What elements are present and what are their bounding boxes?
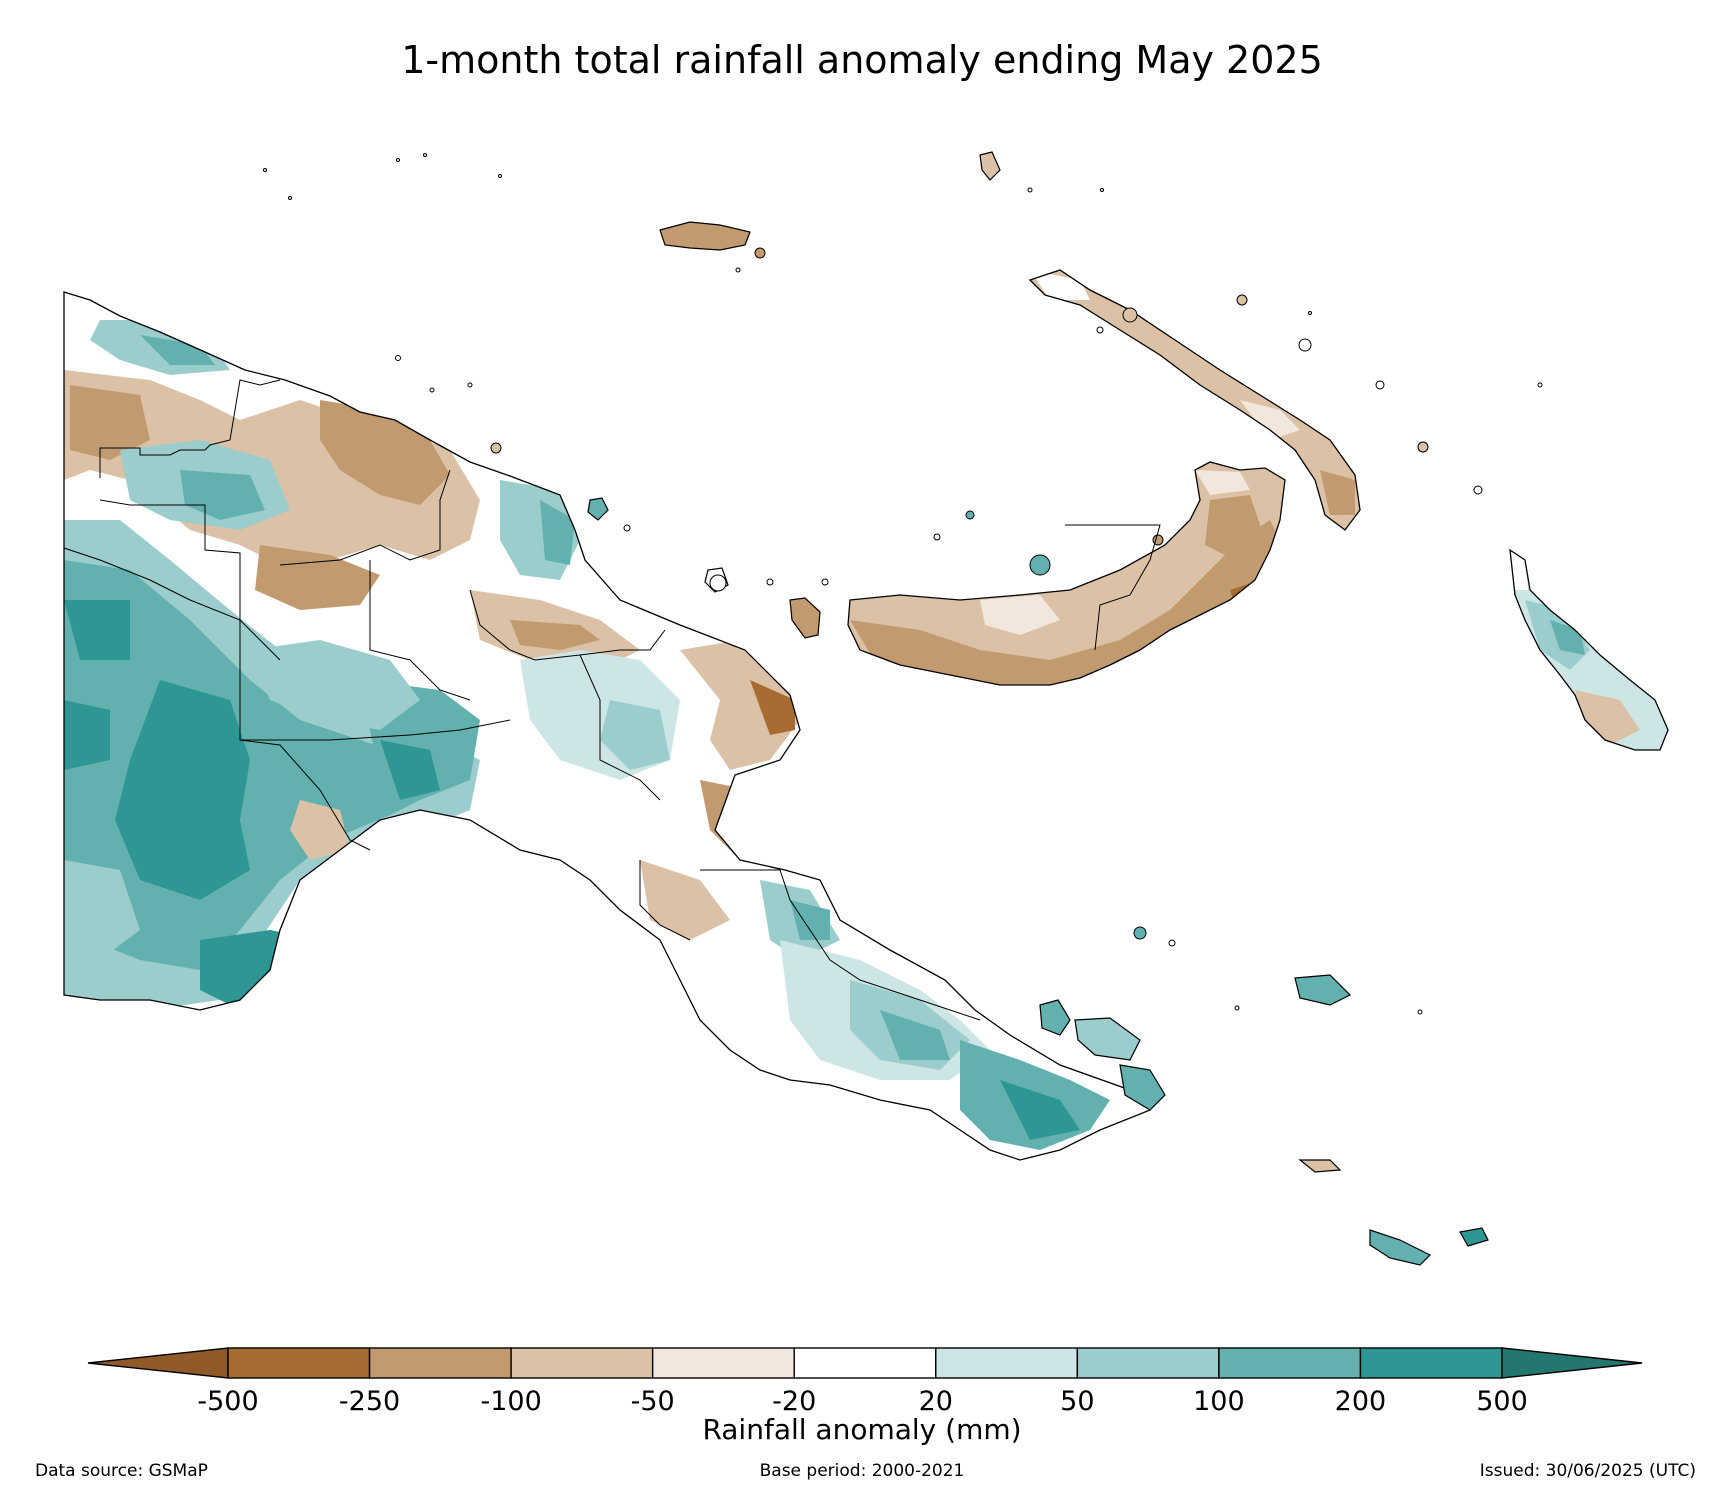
colorbar-tick-label: 500: [1476, 1386, 1528, 1417]
colorbar-tick-label: -250: [338, 1386, 401, 1417]
colorbar-segment: [227, 1347, 371, 1379]
colorbar-tick-label: -20: [772, 1386, 817, 1417]
woodlark-island: [1298, 1159, 1342, 1173]
manus-island: [659, 221, 751, 251]
base-period-text: Base period: 2000-2021: [759, 1461, 965, 1481]
mussau-island: [979, 151, 1001, 181]
new-britain-anomaly: [848, 462, 1285, 685]
colorbar-label: Rainfall anomaly (mm): [702, 1413, 1022, 1446]
colorbar-segment: [368, 1347, 512, 1379]
colorbar-segment: [1359, 1347, 1503, 1379]
rainfall-anomaly-map: [63, 151, 1669, 1266]
colorbar-segment: [510, 1347, 654, 1379]
map-title: 1-month total rainfall anomaly ending Ma…: [401, 38, 1323, 82]
colorbar-tick-label: -500: [197, 1386, 259, 1417]
colorbar-extend-high: [1501, 1347, 1643, 1379]
colorbar-tick-label: 50: [1060, 1386, 1095, 1417]
issued-date-text: Issued: 30/06/2025 (UTC): [1479, 1461, 1696, 1481]
colorbar-segment: [793, 1347, 937, 1379]
normanby-island: [1119, 1064, 1166, 1111]
colorbar-segment: [651, 1347, 795, 1379]
goodenough-island: [1039, 999, 1071, 1036]
small-islands: [263, 153, 1543, 1015]
colorbar-tick-label: -50: [630, 1386, 675, 1417]
colorbar-segment: [935, 1347, 1079, 1379]
province-boundaries: [63, 379, 1161, 1021]
colorbar-tick-label: 200: [1334, 1386, 1387, 1417]
colorbar-segment: [1076, 1347, 1220, 1379]
fergusson-island: [1074, 1017, 1141, 1061]
data-source-text: Data source: GSMaP: [35, 1461, 208, 1481]
mainland-anomaly: [64, 292, 1150, 1160]
karkar-island: [587, 497, 609, 521]
new-ireland-anomaly: [1030, 270, 1360, 530]
colorbar-tick-label: 100: [1193, 1386, 1245, 1417]
colorbar-tick-label: -100: [480, 1386, 542, 1417]
colorbar-extend-low: [87, 1347, 229, 1379]
rossel-island: [1459, 1227, 1489, 1247]
colorbar-segment: [1218, 1347, 1362, 1379]
colorbar-tick-label: 20: [918, 1386, 953, 1417]
long-island: [789, 597, 821, 639]
trobriand-island: [1294, 974, 1352, 1006]
misima-island: [1369, 1229, 1432, 1266]
colorbar: [87, 1347, 1643, 1379]
coastlines: [63, 269, 1669, 1161]
